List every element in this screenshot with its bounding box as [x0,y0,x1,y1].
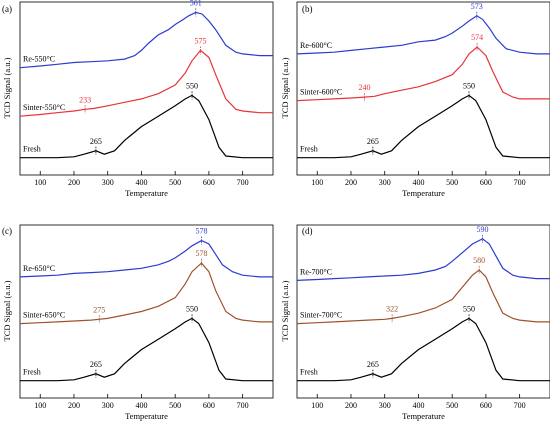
peak-label: 275 [93,305,105,314]
plot-frame [296,224,550,399]
peak-label: 233 [79,95,91,104]
peak-label: 580 [473,256,485,265]
x-axis-label: Temperature [125,188,168,198]
x-tick-label: 200 [68,401,80,410]
series-line-2 [19,262,273,325]
series-name-label: Sinter-600°C [300,88,342,97]
x-axis-label: Temperature [402,188,445,198]
series-name-label: Sinter-700°C [300,311,342,320]
x-tick-label: 600 [203,178,215,187]
peak-label: 590 [477,225,489,234]
series-line-1 [296,238,550,281]
plot-frame [296,1,550,176]
peak-label: 573 [471,2,483,11]
series-line-3 [20,94,273,159]
series-line-2 [19,49,273,117]
x-tick-label: 200 [345,178,357,187]
x-tick-label: 400 [135,401,147,410]
series-name-label: Fresh [23,368,41,377]
peak-label: 265 [90,360,102,369]
x-tick-label: 300 [379,178,391,187]
series-line-1 [296,15,550,55]
series-line-2 [296,46,550,102]
panel-4: 100 200 300 400 500 600 700 (d) Temperature TCD S… [280,224,550,421]
peak-label: 240 [358,83,370,92]
peak-label: 578 [195,227,207,236]
peak-label: 265 [367,137,379,146]
x-tick-label: 500 [446,178,458,187]
x-tick-label: 300 [379,401,391,410]
x-tick-label: 700 [514,401,526,410]
peak-label: 265 [90,137,102,146]
panel-3: 100 200 300 400 500 600 700 (c) Temperature TCD S… [2,224,274,421]
peak-label: 578 [195,249,207,258]
panel-label: (b) [302,4,313,14]
x-tick-label: 300 [102,178,114,187]
series-line-3 [297,94,550,159]
peak-label: 550 [186,304,198,313]
series-line-1 [19,239,273,278]
peak-label: 322 [386,304,398,313]
peak-label: 550 [463,81,475,90]
plot-frame [19,224,274,399]
peak-label: 550 [463,304,475,313]
x-tick-label: 200 [345,401,357,410]
series-line-2 [296,269,550,325]
series-name-label: Re-650°C [23,264,55,273]
x-tick-label: 700 [237,178,249,187]
y-axis-label: TCD Signal (a.u.) [2,57,12,118]
x-tick-label: 300 [102,401,114,410]
x-tick-label: 100 [311,178,323,187]
x-tick-label: 600 [480,178,492,187]
y-axis-label: TCD Signal (a.u.) [280,280,290,341]
panel-label: (d) [302,226,313,236]
x-tick-label: 100 [34,401,46,410]
x-tick-label: 600 [480,401,492,410]
x-tick-label: 100 [34,178,46,187]
y-axis-label: TCD Signal (a.u.) [280,57,290,118]
peak-label: 574 [471,33,483,42]
x-tick-label: 500 [169,178,181,187]
x-axis-label: Temperature [402,411,445,421]
panel-label: (c) [2,226,12,236]
peak-label: 561 [190,0,202,7]
series-name-label: Fresh [300,368,318,377]
x-tick-label: 700 [237,401,249,410]
series-name-label: Re-600°C [300,41,332,50]
series-name-label: Fresh [300,145,318,154]
series-line-3 [20,317,273,382]
panel-label: (a) [2,4,12,14]
panel-2: 100 200 300 400 500 600 700 (b) Temperature TCD S… [280,1,550,198]
series-line-3 [297,317,550,382]
x-tick-label: 500 [169,401,181,410]
peak-label: 265 [367,360,379,369]
peak-label: 575 [194,36,206,45]
x-tick-label: 600 [203,401,215,410]
x-tick-label: 400 [412,178,424,187]
panel-1: 100 200 300 400 500 600 700 (a) Temperature TCD S… [2,0,274,198]
x-axis-label: Temperature [125,411,168,421]
x-tick-label: 700 [514,178,526,187]
x-tick-label: 100 [311,401,323,410]
series-name-label: Sinter-650°C [23,311,65,320]
x-tick-label: 400 [135,178,147,187]
x-tick-label: 200 [68,178,80,187]
plot-frame [19,1,274,176]
x-tick-label: 400 [412,401,424,410]
y-axis-label: TCD Signal (a.u.) [2,280,12,341]
series-name-label: Re-700°C [300,267,332,276]
peak-label: 550 [186,81,198,90]
series-name-label: Fresh [23,145,41,154]
series-name-label: Sinter-550°C [23,103,65,112]
x-tick-label: 500 [446,401,458,410]
series-name-label: Re-550°C [23,55,55,64]
series-line-1 [19,11,273,69]
